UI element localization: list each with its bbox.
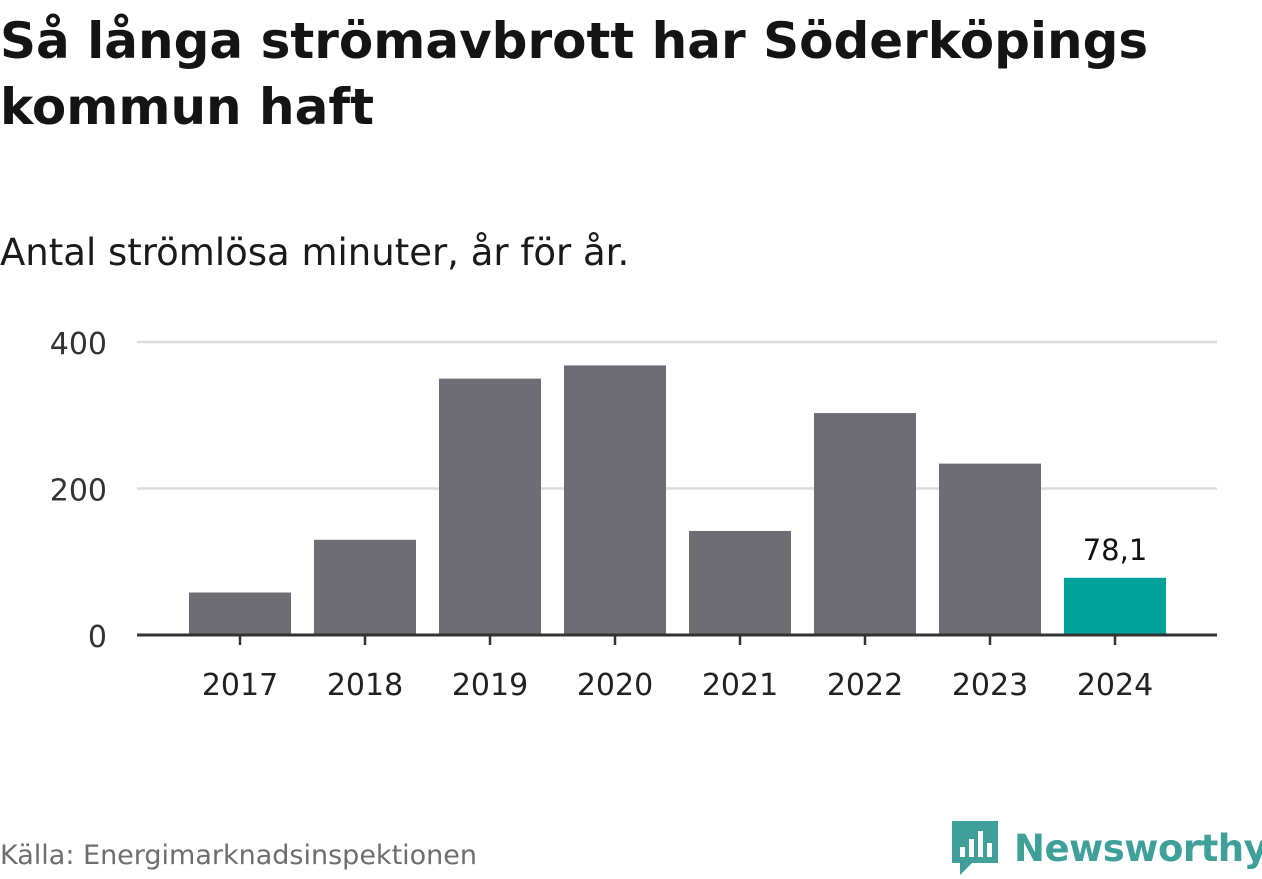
- bar-chart: 0 200 400 2017 2018 2019 2020 2021 2022 2023 2024…: [50, 327, 1217, 703]
- bar-2023: [939, 463, 1041, 635]
- bar-chart-speech-bubble-icon: [952, 821, 998, 875]
- data-label-2024: 78,1: [1083, 533, 1148, 567]
- x-tick-label: 2022: [827, 668, 903, 703]
- x-tick-label: 2020: [577, 668, 653, 703]
- bars: [189, 365, 1166, 635]
- brand-name: Newsworthy: [1014, 826, 1262, 870]
- brand-logo: Newsworthy: [950, 818, 1262, 878]
- bar-2019: [439, 378, 541, 635]
- data-labels: 78,1: [1083, 533, 1148, 567]
- x-tick-label: 2024: [1077, 668, 1153, 703]
- bar-2024: [1064, 577, 1166, 635]
- y-tick-label: 200: [50, 474, 107, 509]
- x-tick-label: 2021: [702, 668, 778, 703]
- bar-2020: [564, 365, 666, 635]
- y-tick-label: 400: [50, 327, 107, 362]
- x-tick-label: 2019: [452, 668, 528, 703]
- source-note: Källa: Energimarknadsinspektionen: [0, 840, 478, 871]
- y-axis-ticks: 0 200 400: [50, 327, 107, 655]
- x-tick-label: 2017: [202, 668, 278, 703]
- x-tick-label: 2023: [952, 668, 1028, 703]
- bar-2022: [814, 413, 916, 635]
- bar-2017: [189, 592, 291, 635]
- y-tick-label: 0: [88, 620, 107, 655]
- x-axis-ticks: 2017 2018 2019 2020 2021 2022 2023 2024: [202, 635, 1153, 703]
- grid-lines: [137, 340, 1217, 490]
- bar-2018: [314, 539, 416, 635]
- chart-title: Så långa strömavbrott har Söderköpings k…: [0, 12, 1149, 136]
- bar-2021: [689, 530, 791, 635]
- chart-subtitle: Antal strömlösa minuter, år för år.: [0, 231, 630, 274]
- x-tick-label: 2018: [327, 668, 403, 703]
